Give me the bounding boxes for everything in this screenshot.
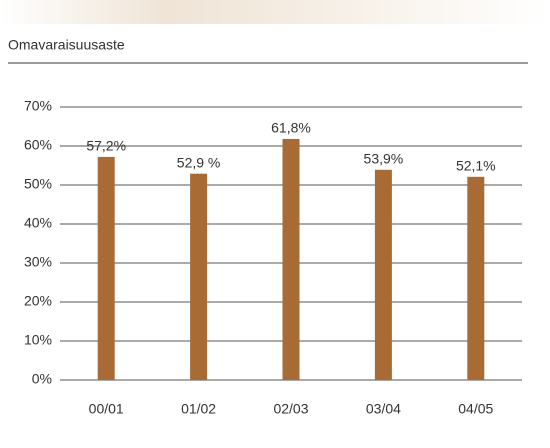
y-tick-label: 60% (24, 137, 52, 153)
value-label: 52,1% (456, 158, 496, 174)
header-decoration (0, 0, 550, 24)
value-label: 53,9% (364, 150, 404, 166)
x-tick-label: 01/02 (181, 401, 216, 417)
y-tick-label: 50% (24, 176, 52, 192)
x-tick-label: 02/03 (273, 401, 308, 417)
bar (97, 156, 115, 380)
bar (374, 169, 392, 380)
x-tick-label: 00/01 (89, 401, 124, 417)
y-tick-label: 10% (24, 332, 52, 348)
value-label: 52,9 % (177, 154, 221, 170)
x-tick-label: 04/05 (458, 401, 493, 417)
bar (190, 173, 208, 380)
y-tick-label: 0% (32, 371, 52, 387)
bar (467, 176, 485, 380)
chart-title: Omavaraisuusaste (8, 37, 125, 53)
value-label: 61,8% (271, 120, 311, 136)
x-tick-label: 03/04 (366, 401, 401, 417)
y-tick-label: 20% (24, 293, 52, 309)
value-label: 57,2% (86, 138, 126, 154)
y-tick-label: 70% (24, 98, 52, 114)
y-tick-label: 40% (24, 215, 52, 231)
y-tick-label: 30% (24, 254, 52, 270)
bar (282, 138, 300, 380)
